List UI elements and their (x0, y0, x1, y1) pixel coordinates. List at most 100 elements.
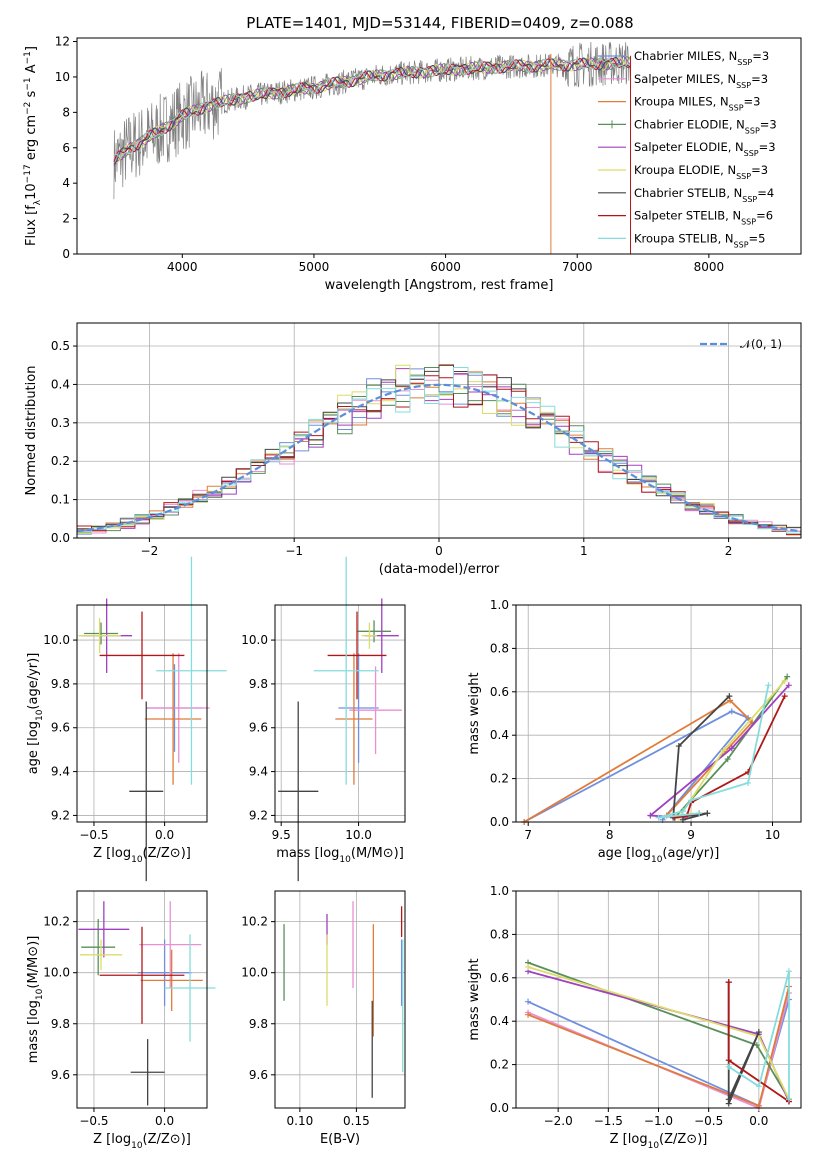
y-tick-label: 0.4 (490, 728, 509, 742)
mass-vs-EBV-plot (283, 901, 404, 1098)
y-tick-label: 9.4 (51, 765, 70, 779)
y-tick-label: 9.2 (249, 808, 268, 822)
mass-weight-marker (679, 808, 686, 815)
age-vs-Z-frame (76, 604, 208, 823)
x-tick-label: 9 (687, 828, 695, 842)
model-spectrum-line (113, 56, 630, 165)
y-tick-label: 9.2 (51, 808, 70, 822)
y-tick-label: 8 (62, 105, 70, 119)
x-tick-label: −2.0 (544, 1114, 573, 1128)
mass-weight-marker (725, 1057, 732, 1064)
massweight-vs-age-frame (515, 604, 802, 823)
figure-title: PLATE=1401, MJD=53144, FIBERID=0409, z=0… (246, 14, 633, 32)
mass-weight-marker (525, 998, 532, 1005)
y-tick-label: 0.8 (490, 927, 509, 941)
mass-weight-marker (728, 745, 735, 752)
massweight-vs-Z-plot (525, 959, 792, 1111)
age-vs-Z-xlabel: Z [log10(Z/Z⊙)] (93, 846, 191, 865)
age-vs-Z-plot (78, 556, 227, 882)
x-tick-label: 9.5 (272, 828, 291, 842)
x-tick-label: 10 (765, 828, 780, 842)
residuals-frame (76, 322, 802, 539)
residuals-axes: −2 −1 0 1 2 0.0 0.1 0.2 0.3 0.4 0.5 (51, 323, 801, 558)
y-tick-label: 9.8 (51, 677, 70, 691)
legend-entry: Salpeter MILES, NSSP=3 (634, 72, 768, 90)
y-tick-label: 0.8 (490, 641, 509, 655)
age-vs-mass-xlabel: mass [log10(M/M⊙)] (276, 846, 404, 865)
mass-weight-marker (720, 747, 727, 754)
legend-entry: Chabrier STELIB, NSSP=4 (634, 186, 774, 204)
mass-weight-marker (765, 682, 772, 689)
y-tick-label: 0.4 (490, 1014, 509, 1028)
y-tick-label: 10.0 (241, 633, 268, 647)
y-tick-label: 9.6 (249, 1068, 268, 1082)
y-tick-label: 9.8 (51, 1017, 70, 1031)
mass-vs-EBV-axes: 0.10 0.15 9.6 9.8 10.0 10.2 (241, 891, 405, 1128)
y-tick-label: 0.0 (51, 531, 70, 545)
mass-weight-marker (647, 812, 654, 819)
mass-weight-marker (784, 673, 791, 680)
mass-weight-marker (726, 693, 733, 700)
y-tick-label: 0.3 (51, 416, 70, 430)
legend-entry: 𝒩(0, 1) (740, 337, 782, 351)
residuals-xlabel: (data-model)/error (379, 562, 500, 577)
mass-vs-Z-xlabel: Z [log10(Z/Z⊙)] (93, 1132, 191, 1151)
mass-weight-marker (696, 810, 703, 817)
spectrum-ylabel: Flux [fλ10−17 erg cm−2 s−1 A−1] (23, 46, 43, 246)
y-tick-label: 0.6 (490, 685, 509, 699)
massweight-vs-Z-ylabel: mass weight (467, 958, 482, 1040)
spectrum-axes: 4000 5000 6000 7000 8000 0 2 4 6 8 10 12 (55, 35, 724, 274)
age-vs-mass-axes: 9.5 10.0 9.2 9.4 9.6 9.8 10.0 (241, 605, 405, 842)
y-tick-label: 9.8 (249, 677, 268, 691)
mass-weight-marker (753, 1042, 760, 1049)
x-tick-label: 0 (435, 544, 443, 558)
massweight-vs-age-axes: 7 8 9 10 0.0 0.2 0.4 0.6 0.8 1.0 (490, 598, 801, 842)
x-tick-label: 7000 (562, 260, 593, 274)
mass-vs-Z-frame (76, 890, 208, 1109)
y-tick-label: 9.6 (249, 721, 268, 735)
plot-layer: 4000 5000 6000 7000 8000024681012wavelength … (23, 35, 802, 1151)
legend-entry: Chabrier MILES, NSSP=3 (634, 49, 769, 67)
legend-entry: Kroupa STELIB, NSSP=5 (634, 231, 765, 249)
mass-weight-marker (755, 1029, 762, 1036)
mass-weight-marker (655, 814, 662, 821)
mass-weight-line (523, 710, 750, 823)
residuals-ylabel: Normed distribution (24, 366, 39, 496)
x-tick-label: 7 (524, 828, 532, 842)
spectrum-xlabel: wavelength [Angstrom, rest frame] (325, 278, 554, 293)
mass-weight-marker (675, 743, 682, 750)
massweight-vs-age-ylabel: mass weight (467, 672, 482, 754)
mass-weight-marker (525, 963, 532, 970)
legend-entry: Salpeter ELODIE, NSSP=3 (634, 140, 776, 158)
mass-vs-Z-ylabel: mass [log10(M/M⊙)] (26, 936, 45, 1064)
x-tick-label: −1.5 (594, 1114, 623, 1128)
mass-weight-marker (728, 708, 735, 715)
x-tick-label: 0.0 (155, 1114, 174, 1128)
mass-weight-line (658, 685, 770, 819)
x-tick-label: −0.5 (694, 1114, 723, 1128)
y-tick-label: 2 (62, 212, 70, 226)
mass-weight-marker (725, 1063, 732, 1070)
x-tick-label: 0.0 (749, 1114, 768, 1128)
x-tick-label: 1 (580, 544, 588, 558)
y-tick-label: 9.8 (249, 1017, 268, 1031)
model-spectrum-line (113, 56, 631, 165)
x-tick-label: 0.15 (343, 1114, 370, 1128)
x-tick-label: −2 (141, 544, 159, 558)
massweight-vs-Z-frame (515, 890, 802, 1109)
y-tick-label: 10.0 (241, 966, 268, 980)
model-spectrum-line (113, 55, 631, 167)
y-tick-label: 0 (62, 247, 70, 261)
x-tick-label: −1 (285, 544, 303, 558)
y-tick-label: 0.5 (51, 339, 70, 353)
age-vs-Z-axes: −0.5 0.0 9.2 9.4 9.6 9.8 10.0 (43, 605, 207, 842)
massweight-vs-age-xlabel: age [log10(age/yr)] (598, 846, 720, 865)
mass-weight-marker (781, 693, 788, 700)
model-spectrum-line (113, 58, 631, 158)
x-tick-label: 0.10 (287, 1114, 314, 1128)
y-tick-label: 10.0 (43, 633, 70, 647)
gaussian-curve (77, 383, 801, 533)
y-tick-label: 0.6 (490, 971, 509, 985)
mass-weight-marker (755, 1083, 762, 1090)
